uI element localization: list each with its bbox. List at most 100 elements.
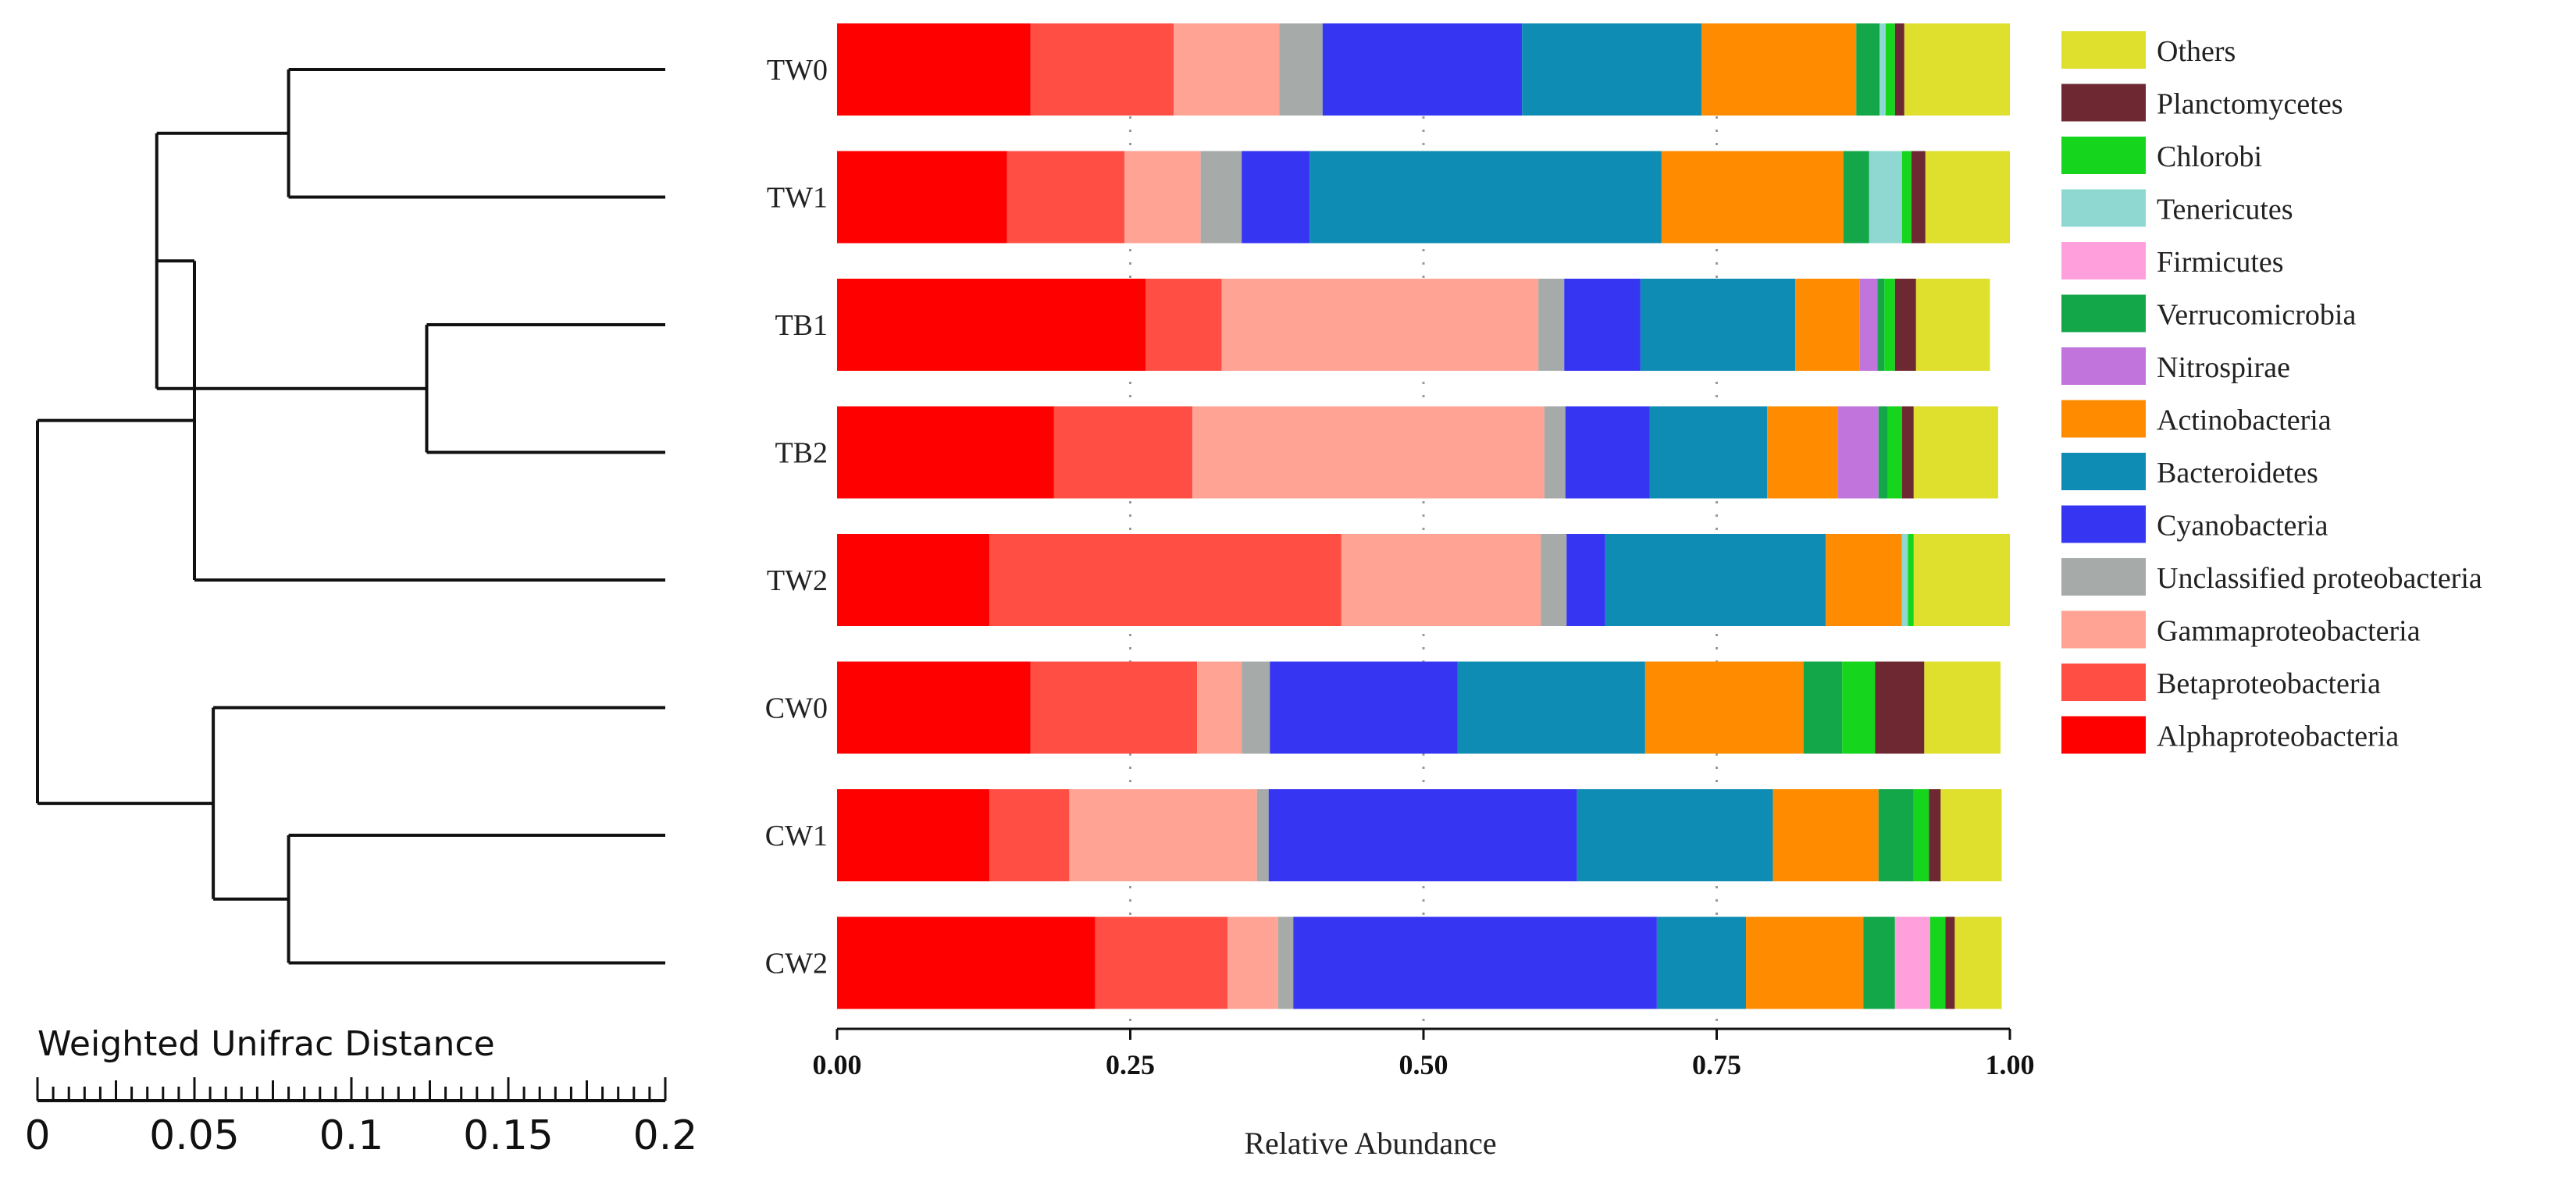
legend-label-unclassified-proteobacteria: Unclassified proteobacteria [2157,562,2482,595]
bar-segment-TW1-tenericutes [1869,151,1902,244]
x-axis-label: Relative Abundance [1244,1126,1496,1161]
bar-segment-TW1-gammaproteobacteria [1124,151,1201,244]
sample-label-CW2: CW2 [765,948,828,980]
x-tick-label-0: 0.00 [813,1049,862,1080]
bar-segment-TW1-unclassified-proteobacteria [1200,151,1242,244]
bar-segment-TW2-cyanobacteria [1566,534,1605,626]
x-tick-label-2: 0.50 [1399,1049,1448,1080]
bar-segment-CW0-verrucomicrobia [1803,661,1843,754]
sample-label-TW0: TW0 [767,54,828,87]
bar-segment-CW0-bacteroidetes [1457,661,1645,754]
legend-swatch-gammaproteobacteria [2061,610,2146,649]
bar-segment-TW2-betaproteobacteria [989,534,1341,626]
bar-segment-TW2-chlorobi [1908,534,1914,626]
bar-segment-CW1-cyanobacteria [1268,789,1577,881]
scale-tick-label-1: 0.05 [149,1112,240,1159]
bar-segment-TB1-verrucomicrobia [1877,279,1885,371]
bar-segment-TB1-gammaproteobacteria [1221,279,1539,371]
bar-segment-TB1-actinobacteria [1795,279,1860,371]
bar-segment-CW2-others [1954,916,2002,1009]
bar-segment-TB2-bacteroidetes [1649,406,1768,499]
bar-segment-TB1-nitrospirae [1859,279,1878,371]
bar-segment-TB2-betaproteobacteria [1053,406,1193,499]
scale-tick-label-4: 0.2 [633,1112,698,1159]
bar-segment-TW0-planctomycetes [1894,23,1904,116]
legend-label-firmicutes: Firmicutes [2157,246,2284,279]
bar-segment-CW2-chlorobi [1929,916,1946,1009]
bar-segment-TW0-cyanobacteria [1322,23,1523,116]
stacked-bars: TW0 TW1 TB1 TB2 TW2 CW0 CW1 CW2 [765,23,2010,1009]
dendrogram-title: Weighted Unifrac Distance [37,1024,495,1064]
legend-label-cyanobacteria: Cyanobacteria [2157,510,2328,543]
legend-swatch-unclassified-proteobacteria [2061,558,2146,596]
sample-label-TB2: TB2 [775,437,828,470]
bar-segment-TW1-planctomycetes [1911,151,1926,244]
legend-swatch-verrucomicrobia [2061,294,2146,333]
legend-swatch-cyanobacteria [2061,505,2146,543]
bar-segment-TB2-planctomycetes [1901,406,1914,499]
dendrogram [36,68,665,965]
bar-segment-CW1-verrucomicrobia [1878,789,1914,881]
x-tick-label-4: 1.00 [1986,1049,2035,1080]
bar-segment-TW0-bacteroidetes [1522,23,1701,116]
legend-swatch-chlorobi [2061,137,2146,174]
bar-segment-TB2-alphaproteobacteria [837,406,1054,499]
legend-swatch-actinobacteria [2061,400,2146,438]
legend-label-gammaproteobacteria: Gammaproteobacteria [2157,615,2421,648]
bar-segment-CW0-betaproteobacteria [1030,661,1198,754]
bar-segment-TB2-actinobacteria [1767,406,1838,499]
x-tick-label-3: 0.75 [1692,1049,1741,1080]
bar-segment-CW1-alphaproteobacteria [837,789,990,881]
bar-segment-CW2-planctomycetes [1945,916,1955,1009]
bar-segment-TB2-others [1913,406,1998,499]
bar-segment-CW2-bacteroidetes [1656,916,1747,1009]
bar-segment-CW1-bacteroidetes [1577,789,1773,881]
sample-label-TW1: TW1 [767,182,828,215]
bar-segment-CW0-chlorobi [1842,661,1876,754]
sample-label-CW1: CW1 [765,820,828,852]
legend-label-chlorobi: Chlorobi [2157,141,2262,173]
bar-segment-CW2-firmicutes [1894,916,1930,1009]
legend-label-nitrospirae: Nitrospirae [2157,351,2290,384]
bar-segment-TW2-unclassified-proteobacteria [1541,534,1567,626]
bar-segment-TW1-cyanobacteria [1242,151,1310,244]
bar-segment-TW1-actinobacteria [1661,151,1844,244]
bar-segment-TB1-planctomycetes [1894,279,1916,371]
bar-segment-TW1-bacteroidetes [1309,151,1662,244]
bar-segment-CW2-unclassified-proteobacteria [1277,916,1294,1009]
bar-segment-TB2-gammaproteobacteria [1192,406,1545,499]
bar-segment-TB1-betaproteobacteria [1145,279,1222,371]
bar-segment-CW0-actinobacteria [1644,661,1804,754]
bar-segment-TW0-actinobacteria [1701,23,1857,116]
legend-label-planctomycetes: Planctomycetes [2157,88,2343,121]
legend-label-verrucomicrobia: Verrucomicrobia [2157,299,2356,332]
legend-swatch-planctomycetes [2061,84,2146,122]
bar-segment-TB2-cyanobacteria [1565,406,1650,499]
legend: Others Planctomycetes Chlorobi Tenericutes F… [2061,31,2482,754]
bar-segment-CW0-gammaproteobacteria [1197,661,1242,754]
bar-segment-CW1-planctomycetes [1929,789,1941,881]
bar-segment-TB2-unclassified-proteobacteria [1544,406,1566,499]
legend-label-alphaproteobacteria: Alphaproteobacteria [2157,721,2399,753]
bar-segment-TW1-others [1925,151,2010,244]
legend-swatch-alphaproteobacteria [2061,716,2146,754]
bar-segment-CW2-gammaproteobacteria [1227,916,1278,1009]
bar-segment-TB1-alphaproteobacteria [837,279,1146,371]
bar-segment-TW2-others [1913,534,2010,626]
bar-segment-CW0-planctomycetes [1875,661,1925,754]
bar-segment-TW2-actinobacteria [1826,534,1902,626]
legend-label-actinobacteria: Actinobacteria [2157,404,2332,437]
legend-label-tenericutes: Tenericutes [2157,194,2293,226]
bar-segment-TW0-verrucomicrobia [1856,23,1880,116]
bar-segment-TB2-chlorobi [1887,406,1902,499]
bar-segment-CW1-betaproteobacteria [989,789,1070,881]
sample-label-CW0: CW0 [765,692,828,725]
bar-segment-TW0-tenericutes [1879,23,1886,116]
legend-swatch-nitrospirae [2061,347,2146,385]
bar-segment-CW0-others [1924,661,2001,754]
bar-segment-CW1-unclassified-proteobacteria [1256,789,1269,881]
bar-segment-TW0-unclassified-proteobacteria [1279,23,1323,116]
bar-segment-CW1-others [1940,789,2002,881]
bar-segment-CW2-alphaproteobacteria [837,916,1096,1009]
